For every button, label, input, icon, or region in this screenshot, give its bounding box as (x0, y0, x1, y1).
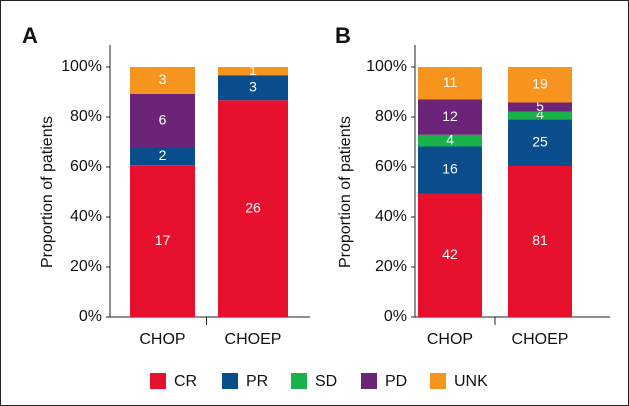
bar-segment (508, 119, 572, 166)
segment-label: 42 (442, 246, 458, 262)
segment-label: 3 (159, 71, 167, 87)
bar-segment (130, 147, 195, 166)
y-tick-label: 80% (70, 108, 102, 125)
legend-label: UNK (454, 373, 488, 390)
segment-label: 4 (536, 106, 544, 122)
bar-segment (418, 134, 482, 147)
y-tick-label: 60% (375, 158, 407, 175)
x-tick-label: CHOEP (225, 331, 282, 348)
bar-segment (218, 100, 288, 317)
y-tick-label: 80% (375, 108, 407, 125)
bar-segment (130, 67, 195, 94)
x-tick-label: CHOEP (512, 331, 569, 348)
segment-label: 19 (532, 75, 548, 91)
y-axis-label: Proportion of patients (39, 116, 56, 268)
y-tick-label: 60% (70, 158, 102, 175)
bar-segment (130, 165, 195, 317)
panel-label: B (335, 23, 351, 48)
bar-segment (218, 75, 288, 101)
bar-segment (418, 193, 482, 317)
segment-label: 16 (442, 161, 458, 177)
panel-label: A (22, 23, 38, 48)
y-tick-label: 20% (70, 258, 102, 275)
bar-segment (418, 67, 482, 100)
bar-segment (508, 102, 572, 112)
y-tick-label: 100% (366, 58, 407, 75)
bar-segment (508, 67, 572, 103)
legend-swatch (361, 373, 377, 389)
legend-swatch (150, 373, 166, 389)
segment-label: 81 (532, 232, 548, 248)
y-axis-label: Proportion of patients (337, 116, 354, 268)
segment-label: 17 (155, 232, 171, 248)
y-tick-label: 100% (61, 58, 102, 75)
x-tick-label: CHOP (139, 331, 185, 348)
y-tick-label: 40% (375, 208, 407, 225)
legend-label: PR (246, 373, 268, 390)
legend-label: SD (315, 373, 337, 390)
segment-label: 26 (245, 199, 261, 215)
segment-label: 1 (249, 62, 257, 78)
segment-label: 2 (159, 147, 167, 163)
segment-label: 6 (159, 111, 167, 127)
segment-label: 12 (442, 108, 458, 124)
bar-segment (418, 146, 482, 194)
legend-swatch (222, 373, 238, 389)
segment-label: 11 (443, 74, 458, 90)
bar-segment (508, 166, 572, 317)
bar-segment (130, 94, 195, 148)
segment-label: 25 (532, 133, 548, 149)
segment-label: 4 (446, 131, 454, 147)
legend-label: CR (174, 373, 197, 390)
bar-segment (218, 67, 288, 76)
bar-segment (508, 111, 572, 120)
segment-label: 5 (536, 98, 544, 114)
legend-swatch (430, 373, 446, 389)
y-tick-label: 0% (384, 308, 407, 325)
bar-segment (418, 99, 482, 135)
legend-label: PD (385, 373, 407, 390)
segment-label: 3 (249, 78, 257, 94)
y-tick-label: 40% (70, 208, 102, 225)
y-tick-label: 0% (79, 308, 102, 325)
x-tick-label: CHOP (427, 331, 473, 348)
legend-swatch (291, 373, 307, 389)
y-tick-label: 20% (375, 258, 407, 275)
